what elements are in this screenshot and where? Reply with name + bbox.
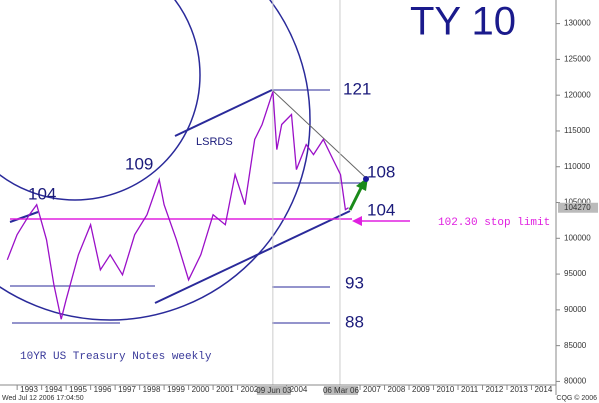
- price-line: [6, 91, 349, 320]
- x-tick-label: 2010: [437, 385, 455, 394]
- dot: [363, 176, 369, 182]
- y-tick-label: 125000: [564, 55, 591, 64]
- x-marker-label: 06 Mar 06: [323, 386, 360, 395]
- footer: CQG © 2006: [556, 394, 597, 402]
- trend-line: [174, 89, 273, 137]
- annotation: 102.30 stop limit: [438, 217, 550, 229]
- y-tick-label: 105000: [564, 198, 591, 207]
- trend-line: [9, 211, 39, 223]
- trend-line: [154, 210, 351, 304]
- annotation: 121: [343, 79, 371, 98]
- annotation: 88: [345, 312, 364, 331]
- x-marker-box: [256, 386, 291, 395]
- y-tick-label: 130000: [564, 19, 591, 28]
- last-value-label: 104270: [564, 203, 591, 212]
- x-tick-label: 2012: [486, 385, 504, 394]
- x-marker-label: 09 Jun 03: [256, 386, 292, 395]
- annotations: TY 10 10YR US Treasury Notes weekly 104 …: [20, 0, 550, 363]
- y-tick-label: 100000: [564, 233, 591, 242]
- chart-title: TY 10: [410, 0, 516, 44]
- drawings: [0, 0, 367, 385]
- circle: [0, 0, 201, 201]
- x-tick-label: 1999: [167, 385, 185, 394]
- x-tick-label: 2014: [535, 385, 553, 394]
- annotation: LSRDS: [196, 136, 233, 148]
- y-tick-label: 85000: [564, 341, 587, 350]
- trend-line: [271, 89, 367, 179]
- annotation: 93: [345, 273, 364, 292]
- y-tick-label: 120000: [564, 90, 591, 99]
- y-tick-label: 115000: [564, 126, 591, 135]
- x-tick-label: 1995: [69, 385, 87, 394]
- x-marker-box: [323, 386, 358, 395]
- x-tick-label: 1997: [118, 385, 136, 394]
- y-tick-label: 90000: [564, 305, 587, 314]
- annotation: 108: [367, 162, 395, 181]
- x-tick-label: 2008: [388, 385, 406, 394]
- x-tick-label: 2000: [192, 385, 210, 394]
- x-tick-label: 2013: [510, 385, 528, 394]
- last-value-box: [558, 202, 598, 213]
- circle: [0, 0, 311, 321]
- x-tick-label: 1993: [20, 385, 38, 394]
- annotation: 109: [125, 154, 153, 173]
- x-tick-label: 2011: [461, 385, 479, 394]
- y-tick-label: 110000: [564, 162, 591, 171]
- x-tick-label: 1994: [45, 385, 63, 394]
- arrow: [348, 185, 364, 211]
- x-tick-label: 2004: [290, 385, 308, 394]
- y-tick-label: 95000: [564, 269, 587, 278]
- arrow-head: [352, 216, 362, 226]
- x-tick-label: 2009: [412, 385, 430, 394]
- annotation: 104: [28, 184, 56, 203]
- subtitle: 10YR US Treasury Notes weekly: [20, 351, 212, 363]
- y-tick-label: 80000: [564, 377, 587, 386]
- x-tick-label: 1998: [143, 385, 161, 394]
- footer: Wed Jul 12 2006 17:04:50: [2, 395, 84, 402]
- x-tick-label: 1996: [94, 385, 112, 394]
- annotation: 104: [367, 200, 395, 219]
- x-tick-label: 2007: [363, 385, 381, 394]
- x-tick-label: 2002: [241, 385, 259, 394]
- x-tick-label: 2001: [216, 385, 234, 394]
